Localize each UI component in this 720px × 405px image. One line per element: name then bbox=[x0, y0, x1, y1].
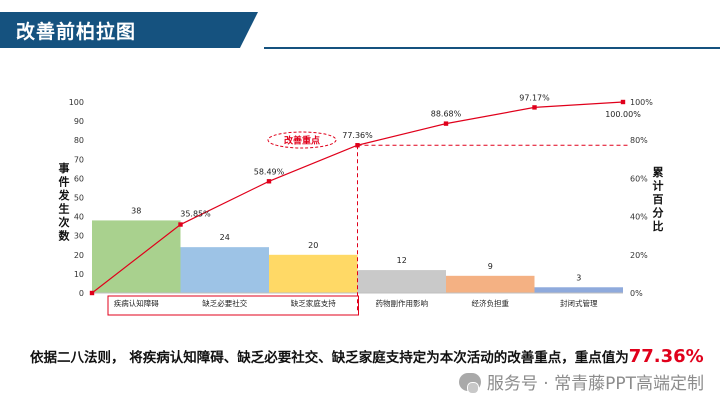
wechat-icon bbox=[458, 372, 481, 394]
x-tick-label: 封闭式管理 bbox=[560, 298, 598, 308]
title-banner: 改善前柏拉图 bbox=[0, 12, 258, 48]
cumulative-point bbox=[266, 179, 272, 184]
y-tick-right: 100% bbox=[630, 98, 653, 107]
annotation-ellipse bbox=[267, 131, 337, 149]
cumulative-label: 77.36% bbox=[342, 131, 373, 140]
x-tick-label: 疾病认知障碍 bbox=[114, 298, 159, 308]
bar bbox=[269, 254, 358, 293]
y-axis-title-left: 件 bbox=[59, 175, 70, 189]
cumulative-label: 97.17% bbox=[519, 93, 550, 102]
y-axis-title-right: 百 bbox=[653, 193, 664, 206]
y-tick-left: 10 bbox=[74, 270, 84, 279]
y-tick-left: 70 bbox=[74, 155, 84, 164]
bar-value-label: 24 bbox=[220, 233, 230, 242]
header-rule bbox=[264, 47, 720, 49]
y-tick-right: 40% bbox=[630, 213, 648, 222]
cumulative-point bbox=[443, 121, 449, 126]
y-tick-right: 0% bbox=[630, 289, 643, 298]
y-axis-title-right: 比 bbox=[653, 219, 664, 233]
y-axis-title-right: 累 bbox=[653, 166, 664, 179]
y-tick-left: 80 bbox=[74, 136, 84, 145]
y-tick-left: 0 bbox=[79, 289, 84, 298]
x-tick-label: 药物副作用影响 bbox=[376, 298, 429, 308]
focus-bracket bbox=[107, 295, 359, 316]
bar bbox=[446, 275, 535, 293]
cumulative-point bbox=[532, 105, 537, 110]
conclusion-text: 依据二八法则， 将疾病认知障碍、缺乏必要社交、缺乏家庭支持定为本次活动的改善重点… bbox=[30, 346, 710, 367]
watermark: 服务号 · 常青藤PPT高端定制 bbox=[458, 369, 704, 394]
bar-value-label: 12 bbox=[397, 256, 407, 265]
cumulative-label: 35.85% bbox=[180, 210, 211, 219]
bar bbox=[180, 247, 269, 293]
y-tick-left: 100 bbox=[69, 98, 84, 107]
cumulative-point bbox=[620, 99, 626, 105]
conclusion-value: 77.36% bbox=[628, 346, 704, 367]
y-tick-right: 80% bbox=[630, 136, 648, 145]
bar-value-label: 20 bbox=[308, 241, 318, 250]
x-tick-label: 缺乏家庭支持 bbox=[291, 298, 336, 308]
bar-value-label: 38 bbox=[131, 206, 141, 215]
y-axis-title-left: 生 bbox=[59, 202, 70, 216]
y-tick-left: 20 bbox=[74, 251, 84, 260]
bar-value-label: 9 bbox=[488, 262, 493, 271]
y-tick-left: 30 bbox=[74, 232, 84, 241]
annotation-label: 改善重点 bbox=[284, 135, 320, 147]
y-axis-title-left: 发 bbox=[58, 188, 71, 202]
bar bbox=[534, 287, 623, 293]
x-tick-label: 经济负担重 bbox=[472, 298, 510, 308]
y-axis-title-left: 数 bbox=[59, 229, 71, 243]
cumulative-label: 88.68% bbox=[431, 110, 462, 119]
bar bbox=[357, 270, 446, 293]
y-tick-right: 20% bbox=[630, 251, 648, 260]
watermark-text: 服务号 · 常青藤PPT高端定制 bbox=[486, 374, 704, 394]
cumulative-point bbox=[178, 222, 183, 227]
y-axis-title-left: 次 bbox=[59, 215, 70, 229]
y-axis-title-right: 计 bbox=[653, 179, 664, 193]
page-title: 改善前柏拉图 bbox=[16, 20, 137, 43]
y-tick-left: 90 bbox=[74, 117, 84, 126]
y-tick-right: 60% bbox=[630, 174, 648, 183]
y-tick-left: 50 bbox=[74, 194, 84, 203]
y-axis-title-left: 事 bbox=[59, 161, 70, 175]
conclusion-prefix: 依据二八法则， 将疾病认知障碍、缺乏必要社交、缺乏家庭支持定为本次活动的改善重点… bbox=[30, 350, 629, 366]
y-tick-left: 60 bbox=[74, 174, 84, 183]
pareto-chart: 0 10 20 30 40 50 60 70 80 90 100 0% 20% 40% 60% 80% 100%… bbox=[58, 93, 664, 316]
y-axis-title-right: 分 bbox=[653, 206, 664, 220]
bar-value-label: 3 bbox=[576, 273, 581, 282]
cumulative-label: 100.00% bbox=[605, 110, 641, 119]
cumulative-label: 58.49% bbox=[254, 167, 285, 176]
cumulative-point bbox=[89, 290, 95, 296]
y-tick-left: 40 bbox=[74, 213, 84, 222]
x-tick-label: 缺乏必要社交 bbox=[202, 298, 247, 308]
